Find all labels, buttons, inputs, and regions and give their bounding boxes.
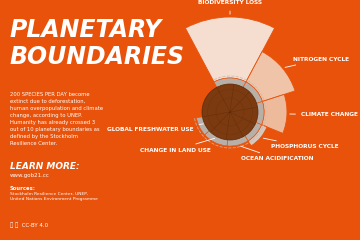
Text: OCEAN ACIDIFICATION: OCEAN ACIDIFICATION [240,146,314,161]
Text: www.gob21.cc: www.gob21.cc [10,173,50,178]
Wedge shape [227,112,248,146]
Wedge shape [214,78,246,112]
Text: Ⓒ ⓘ  CC-BY 4.0: Ⓒ ⓘ CC-BY 4.0 [10,222,48,228]
Wedge shape [197,112,230,135]
Wedge shape [261,94,287,133]
Wedge shape [185,17,275,82]
Text: Stockholm Resilience Center, UNEP,
United Nations Environment Programme: Stockholm Resilience Center, UNEP, Unite… [10,192,98,201]
Wedge shape [209,130,228,140]
Wedge shape [205,112,230,146]
Wedge shape [230,112,261,141]
Wedge shape [248,125,267,146]
Circle shape [202,84,258,140]
Text: CHANGE IN LAND USE: CHANGE IN LAND USE [140,138,215,153]
Wedge shape [227,140,248,146]
Text: GLOBAL FRESHWATER USE: GLOBAL FRESHWATER USE [107,124,203,132]
Wedge shape [246,52,295,102]
Text: CLIMATE CHANGE: CLIMATE CHANGE [290,112,358,117]
Text: Sources:: Sources: [10,186,36,191]
Text: PLANETARY: PLANETARY [10,18,162,42]
Text: NITROGEN CYCLE: NITROGEN CYCLE [285,57,349,67]
Wedge shape [204,116,211,130]
Text: PHOSPHORUS CYCLE: PHOSPHORUS CYCLE [263,138,339,149]
Wedge shape [230,82,262,112]
Text: 200 SPECIES PER DAY become
extinct due to deforestation,
human overpopulation an: 200 SPECIES PER DAY become extinct due t… [10,92,103,146]
Wedge shape [230,102,264,125]
Text: BIODIVERSITY LOSS: BIODIVERSITY LOSS [198,0,262,14]
Text: LEARN MORE:: LEARN MORE: [10,162,80,171]
Text: BOUNDARIES: BOUNDARIES [10,45,185,69]
